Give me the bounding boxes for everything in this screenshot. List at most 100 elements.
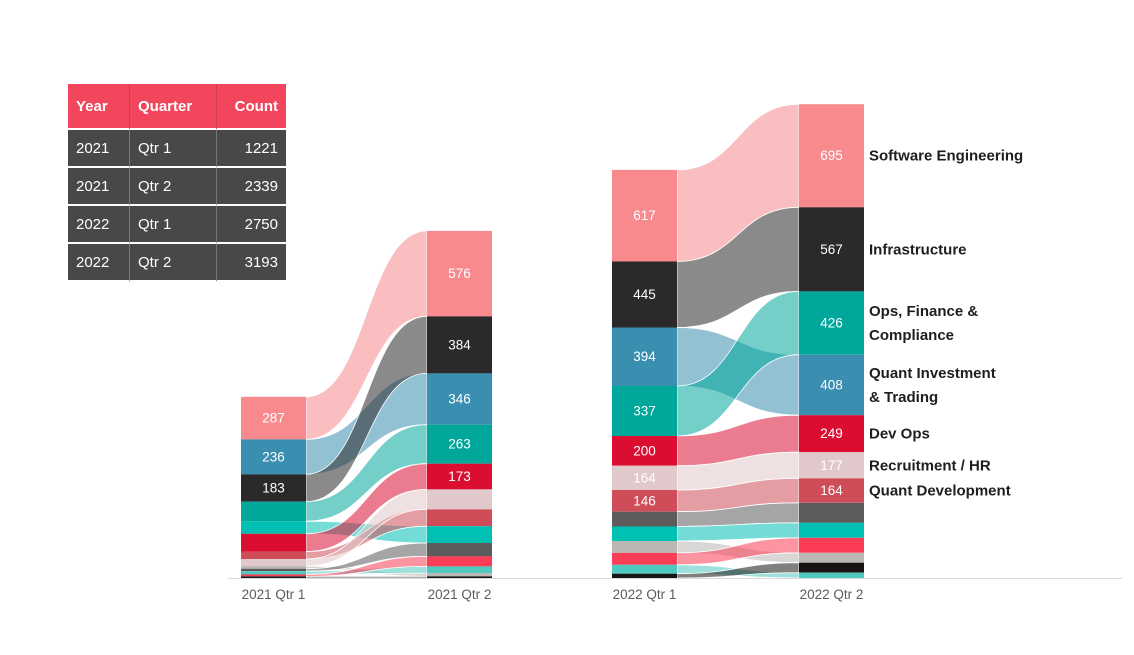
- table-column-header: Count: [216, 84, 286, 130]
- segment-value-label: 394: [633, 349, 656, 364]
- ribbon-segment-software-engineering[interactable]: [427, 230, 492, 317]
- segment-value-label: 384: [448, 337, 471, 352]
- ribbon-segment-unlabeled-dark-gray[interactable]: [427, 543, 492, 557]
- ribbon-segment-dev-ops[interactable]: [612, 436, 677, 466]
- table-row[interactable]: 2022 Qtr 2 3193: [68, 244, 286, 282]
- segment-value-label: 408: [820, 377, 843, 392]
- ribbon-segment-quant-investment-trading[interactable]: [612, 327, 677, 387]
- table-cell: 2021: [68, 130, 129, 168]
- category-label-recruitment-hr: Recruitment / HR: [869, 457, 991, 474]
- segment-value-label: 236: [262, 449, 285, 464]
- table-cell: Qtr 1: [129, 130, 216, 168]
- segment-value-label: 445: [633, 287, 656, 302]
- x-axis-label: 2021 Qtr 2: [428, 587, 492, 602]
- category-label-ops-finance-compliance: Ops, Finance & Compliance: [869, 303, 978, 344]
- ribbon-segment-unlabeled-black[interactable]: [612, 573, 677, 578]
- category-label-quant-investment-trading: Quant Investment & Trading: [869, 365, 996, 406]
- segment-value-label: 177: [820, 458, 843, 473]
- segment-value-label: 263: [448, 437, 471, 452]
- ribbon-segment-unlabeled-medium-teal[interactable]: [799, 522, 864, 538]
- segment-value-label: 164: [633, 470, 656, 485]
- ribbon-segment-unlabeled-medium-teal[interactable]: [427, 526, 492, 543]
- ribbon-segment-unlabeled-medium-teal[interactable]: [612, 526, 677, 542]
- ribbon-flow-unlabeled-black[interactable]: [305, 575, 428, 579]
- ribbon-segment-quant-investment-trading[interactable]: [241, 439, 306, 475]
- segment-value-label: 576: [448, 266, 471, 281]
- ribbon-segment-unlabeled-light-teal[interactable]: [612, 564, 677, 574]
- segment-value-label: 695: [820, 148, 843, 163]
- ribbon-segment-unlabeled-black[interactable]: [241, 576, 306, 578]
- segment-value-label: 164: [820, 483, 843, 498]
- x-axis-label: 2022 Qtr 1: [613, 587, 677, 602]
- table-row[interactable]: 2021 Qtr 1 1221: [68, 130, 286, 168]
- table-cell: Qtr 2: [129, 244, 216, 282]
- ribbon-segment-unlabeled-light-gray[interactable]: [241, 566, 306, 569]
- ribbon-segment-unlabeled-black[interactable]: [427, 576, 492, 578]
- ribbon-segment-ops-finance-compliance[interactable]: [241, 501, 306, 522]
- ribbon-segment-dev-ops[interactable]: [241, 533, 306, 552]
- table-cell: Qtr 1: [129, 206, 216, 244]
- ribbon-segment-unlabeled-dark-gray[interactable]: [241, 568, 306, 572]
- ribbon-segment-ops-finance-compliance[interactable]: [799, 291, 864, 355]
- table-cell: 2021: [68, 168, 129, 206]
- ribbon-segment-unlabeled-light-teal[interactable]: [427, 566, 492, 574]
- ribbon-segment-ops-finance-compliance[interactable]: [427, 424, 492, 464]
- ribbon-segment-unlabeled-bright-pink[interactable]: [427, 556, 492, 567]
- table-cell: 2022: [68, 206, 129, 244]
- category-label-dev-ops: Dev Ops: [869, 426, 930, 443]
- ribbon-segment-recruitment-hr[interactable]: [799, 452, 864, 479]
- ribbon-segment-unlabeled-light-teal[interactable]: [799, 572, 864, 578]
- ribbon-segment-unlabeled-bright-pink[interactable]: [799, 537, 864, 553]
- ribbon-segment-dev-ops[interactable]: [427, 463, 492, 490]
- ribbon-segment-unlabeled-bright-pink[interactable]: [241, 574, 306, 577]
- segment-value-label: 337: [633, 404, 656, 419]
- ribbon-segment-quant-investment-trading[interactable]: [427, 373, 492, 425]
- table-row[interactable]: 2021 Qtr 2 2339: [68, 168, 286, 206]
- ribbon-segment-unlabeled-black[interactable]: [799, 562, 864, 573]
- ribbon-segment-software-engineering[interactable]: [612, 169, 677, 262]
- table-cell: 2750: [216, 206, 286, 244]
- segment-value-label: 567: [820, 242, 843, 257]
- ribbon-segment-quant-development[interactable]: [612, 490, 677, 512]
- ribbon-segment-software-engineering[interactable]: [241, 396, 306, 440]
- segment-value-label: 173: [448, 469, 471, 484]
- table-header: Year Quarter Count: [68, 84, 286, 130]
- ribbon-segment-unlabeled-light-gray[interactable]: [799, 552, 864, 563]
- ribbon-segment-quant-development[interactable]: [241, 551, 306, 559]
- ribbon-segment-quant-investment-trading[interactable]: [799, 354, 864, 416]
- ribbon-segment-quant-development[interactable]: [799, 478, 864, 503]
- table-row[interactable]: 2022 Qtr 1 2750: [68, 206, 286, 244]
- ribbon-segment-recruitment-hr[interactable]: [241, 559, 306, 567]
- ribbon-segment-unlabeled-dark-gray[interactable]: [799, 502, 864, 523]
- ribbon-segment-infrastructure[interactable]: [427, 316, 492, 374]
- segment-value-label: 346: [448, 392, 471, 407]
- category-label-infrastructure: Infrastructure: [869, 241, 967, 258]
- ribbon-segment-infrastructure[interactable]: [241, 474, 306, 502]
- ribbon-segment-unlabeled-light-gray[interactable]: [427, 573, 492, 577]
- table-cell: 3193: [216, 244, 286, 282]
- table-cell: Qtr 2: [129, 168, 216, 206]
- ribbon-segment-quant-development[interactable]: [427, 509, 492, 527]
- segment-value-label: 249: [820, 426, 843, 441]
- table-cell: 2339: [216, 168, 286, 206]
- category-label-quant-development: Quant Development: [869, 483, 1011, 500]
- ribbon-segment-dev-ops[interactable]: [799, 415, 864, 453]
- ribbon-segment-infrastructure[interactable]: [799, 207, 864, 292]
- table-column-header: Year: [68, 84, 129, 130]
- ribbon-segment-unlabeled-light-teal[interactable]: [241, 571, 306, 575]
- segment-value-label: 146: [633, 493, 656, 508]
- ribbon-segment-ops-finance-compliance[interactable]: [612, 386, 677, 436]
- table-cell: 2022: [68, 244, 129, 282]
- ribbon-segment-software-engineering[interactable]: [799, 104, 864, 208]
- ribbon-segment-unlabeled-dark-gray[interactable]: [612, 511, 677, 527]
- ribbon-segment-unlabeled-medium-teal[interactable]: [241, 521, 306, 534]
- ribbon-segment-recruitment-hr[interactable]: [427, 489, 492, 510]
- ribbon-segment-unlabeled-light-gray[interactable]: [612, 541, 677, 553]
- ribbon-segment-infrastructure[interactable]: [612, 261, 677, 328]
- table-cell: 1221: [216, 130, 286, 168]
- ribbon-segment-recruitment-hr[interactable]: [612, 465, 677, 490]
- ribbon-segment-unlabeled-bright-pink[interactable]: [612, 552, 677, 565]
